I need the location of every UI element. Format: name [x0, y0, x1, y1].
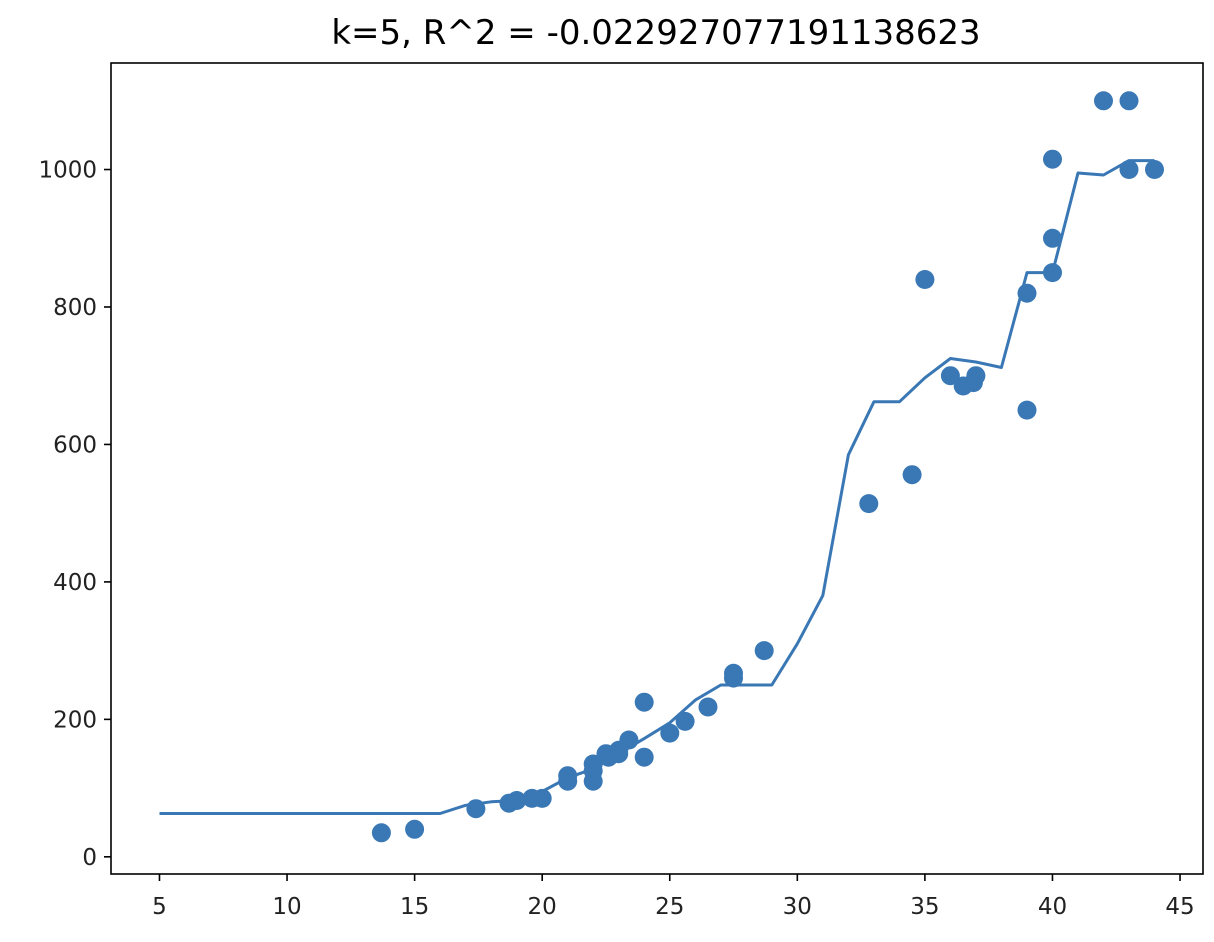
x-tick-label: 15 — [400, 894, 429, 920]
scatter-point — [1145, 160, 1164, 179]
y-axis: 0 200 400 600 800 1000 — [38, 158, 111, 871]
scatter-point — [634, 692, 654, 712]
scatter-point — [754, 641, 774, 661]
scatter-point — [619, 730, 639, 750]
chart-title: k=5, R^2 = -0.022927077191138623 — [331, 13, 980, 53]
axes-frame — [110, 62, 1204, 875]
scatter-point — [466, 799, 486, 819]
scatter-point — [1119, 91, 1139, 111]
y-tick-label: 0 — [82, 845, 97, 871]
scatter-point — [558, 766, 578, 786]
scatter-point — [1043, 228, 1062, 248]
y-tick-label: 200 — [53, 707, 97, 733]
plot-area — [159, 91, 1164, 843]
scatter-point — [1017, 283, 1037, 303]
x-tick-label: 30 — [783, 894, 812, 920]
scatter-point — [902, 465, 922, 485]
x-tick-label: 40 — [1038, 894, 1067, 920]
scatter-point — [675, 711, 695, 731]
scatter-point — [940, 366, 960, 386]
scatter-point — [660, 723, 680, 743]
scatter-point — [507, 791, 527, 810]
scatter-point — [405, 819, 425, 839]
x-tick-label: 10 — [272, 894, 301, 920]
scatter-point — [859, 494, 879, 514]
scatter-point — [724, 663, 743, 683]
x-tick-label: 5 — [152, 894, 167, 920]
y-tick-label: 800 — [53, 295, 97, 321]
scatter-point — [1043, 263, 1062, 283]
scatter-point — [583, 754, 603, 774]
x-tick-label: 35 — [910, 894, 939, 920]
scatter-point — [634, 747, 654, 767]
y-tick-label: 1000 — [38, 158, 97, 184]
y-tick-label: 600 — [53, 432, 97, 458]
x-tick-label: 20 — [528, 894, 557, 920]
scatter-point — [966, 366, 986, 386]
scatter-point — [532, 788, 552, 808]
scatter-point — [698, 697, 718, 717]
x-axis: 5 10 15 20 25 30 35 40 45 — [152, 874, 1195, 920]
scatter-point — [1119, 160, 1139, 179]
scatter-point — [371, 823, 391, 843]
scatter-point — [1043, 149, 1062, 169]
scatter-point — [1094, 91, 1113, 111]
scatter-point — [1017, 400, 1037, 420]
x-tick-label: 45 — [1165, 894, 1194, 920]
x-tick-label: 25 — [655, 894, 684, 920]
y-tick-label: 400 — [53, 570, 97, 596]
scatter-point — [915, 270, 935, 289]
